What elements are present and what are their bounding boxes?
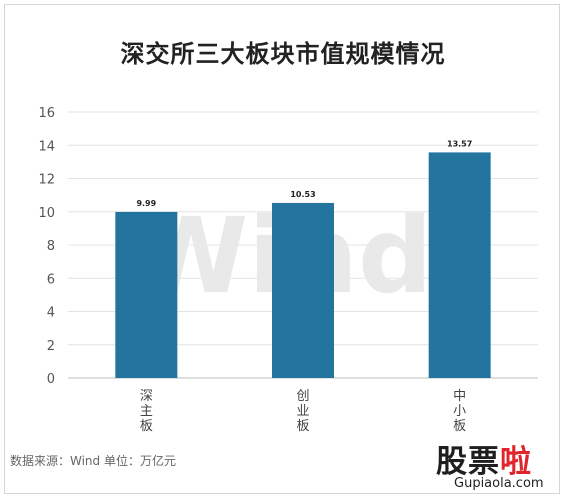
site-stamp: 股票啦 Gupiaola.com — [436, 436, 562, 496]
bar — [428, 152, 491, 378]
y-tick-label: 12 — [38, 173, 55, 188]
bar — [115, 211, 178, 378]
data-label: 13.57 — [447, 139, 472, 148]
bar — [272, 202, 334, 378]
y-tick-label: 10 — [38, 206, 55, 221]
y-tick-label: 2 — [47, 339, 55, 354]
x-tick-label: 中小板 — [453, 389, 466, 434]
y-axis: 0 2 4 6 8 10 12 14 16 深主板 创业板 中小板 — [38, 106, 466, 434]
bars: 9.99 10.53 13.57 — [115, 139, 491, 378]
y-tick-label: 4 — [47, 306, 55, 321]
stamp-logo: 股票啦 — [436, 444, 532, 480]
y-tick-label: 16 — [38, 106, 55, 121]
y-tick-label: 6 — [47, 272, 55, 287]
stamp-site-url: Gupiaola.com — [454, 476, 544, 491]
y-tick-label: 14 — [38, 139, 55, 154]
source-note: 数据来源：Wind 单位：万亿元 — [10, 454, 176, 468]
x-tick-label: 创业板 — [296, 389, 309, 434]
y-tick-label: 8 — [47, 239, 55, 254]
data-label: 9.99 — [136, 199, 156, 208]
x-tick-label: 深主板 — [140, 389, 153, 434]
chart-title: 深交所三大板块市值规模情况 — [120, 40, 446, 68]
y-tick-label: 0 — [47, 372, 55, 387]
data-label: 10.53 — [290, 190, 315, 199]
